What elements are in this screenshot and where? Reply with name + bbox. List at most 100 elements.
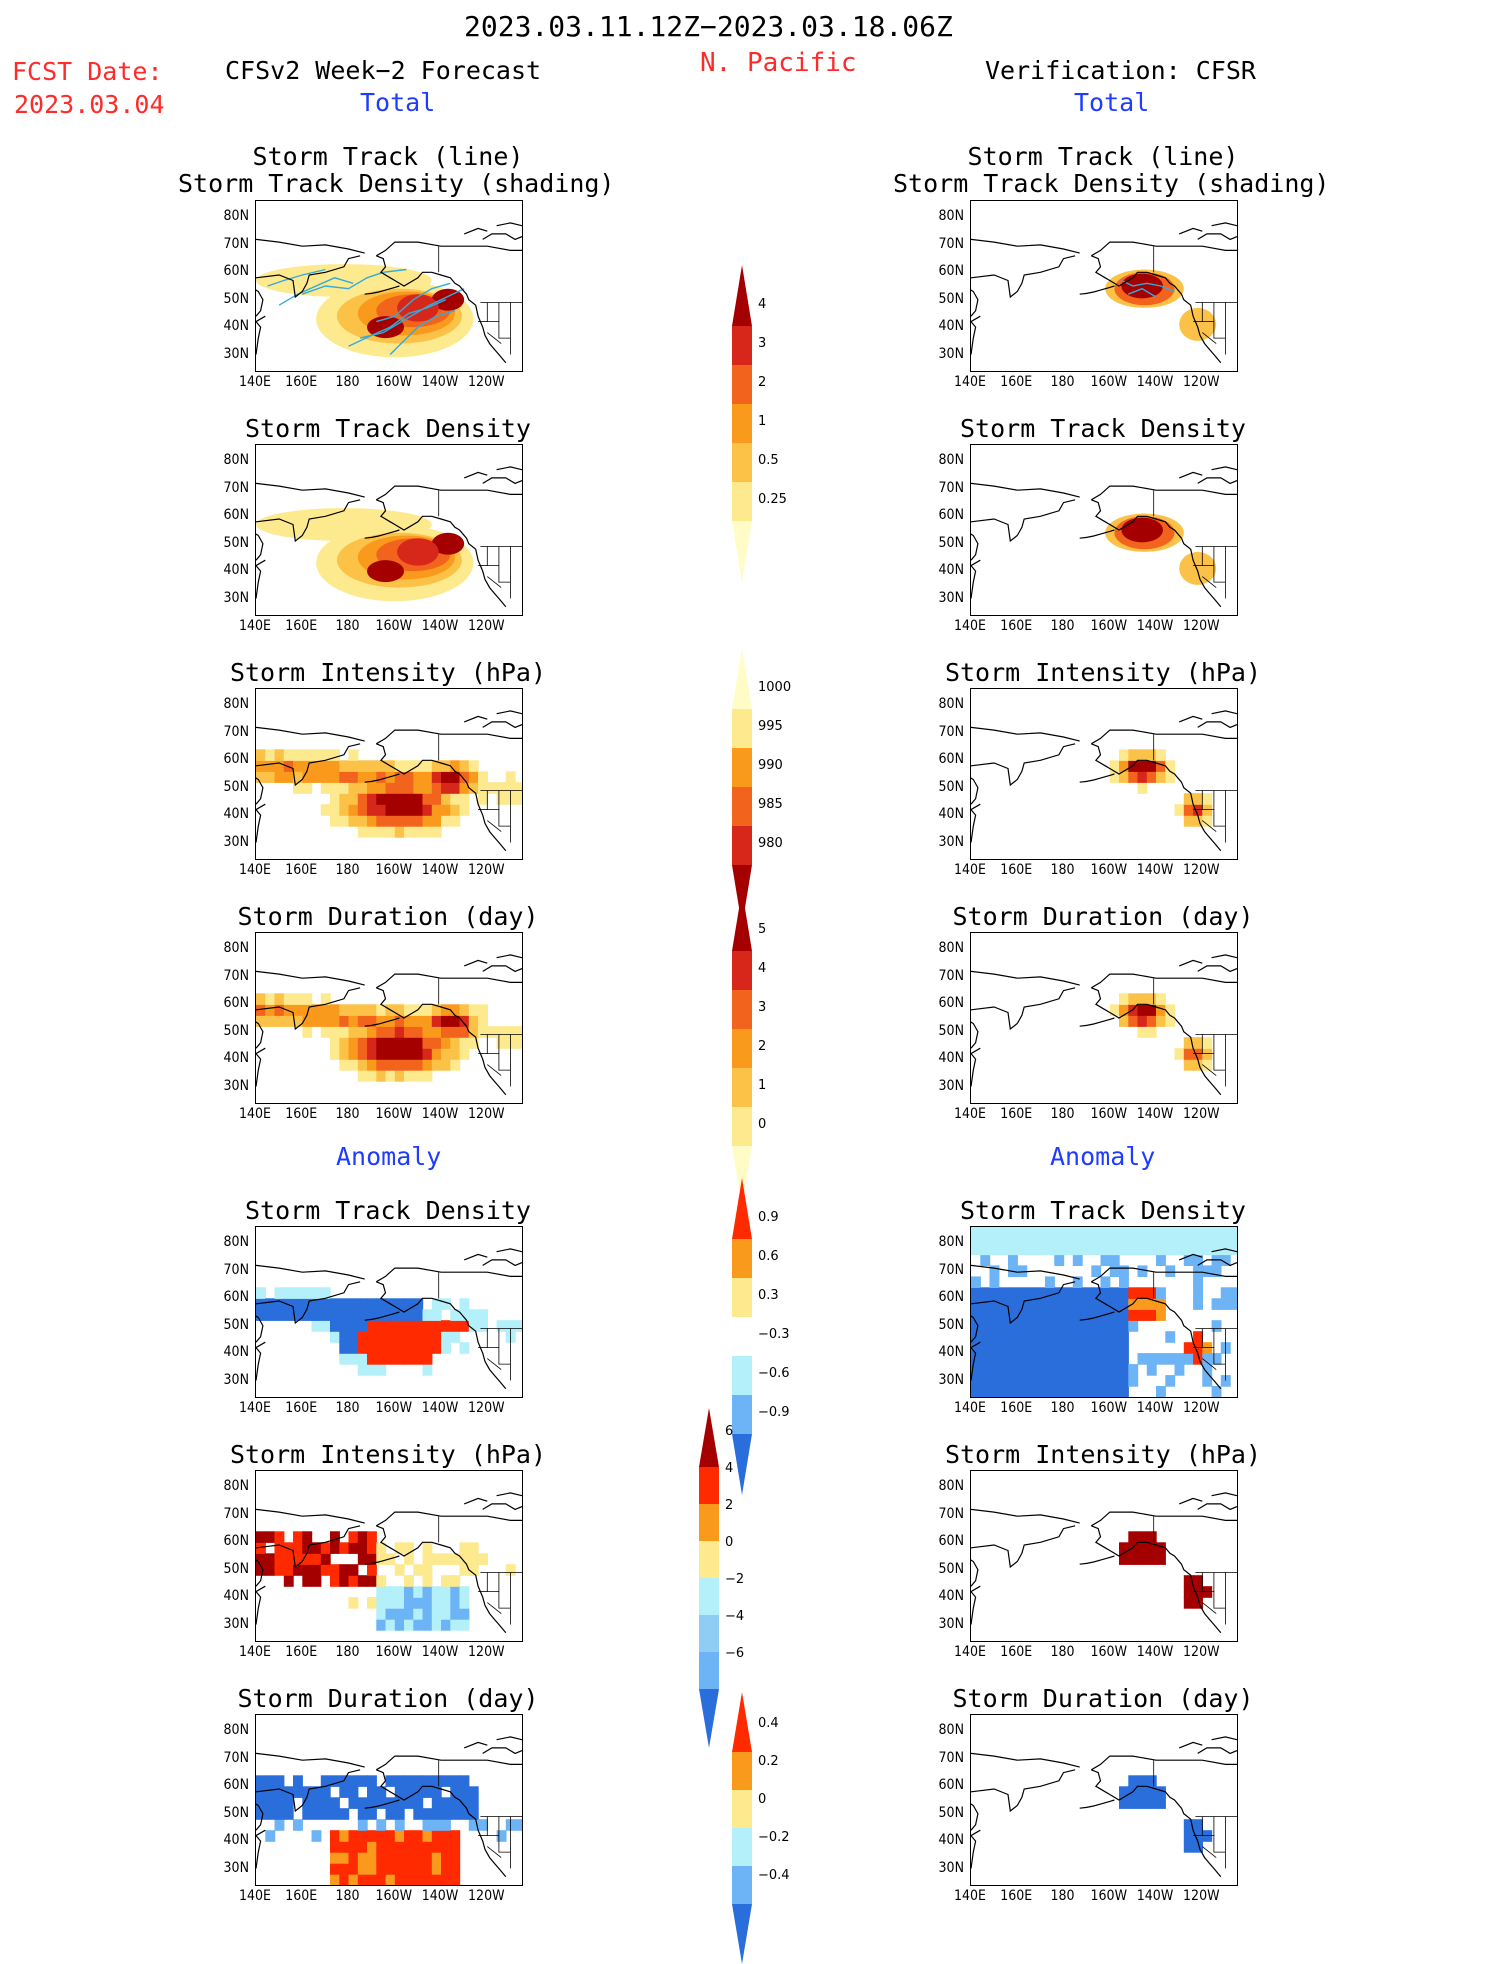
grid-cell [422,1059,433,1071]
grid-cell [404,1048,414,1060]
grid-cell [376,1331,387,1343]
grid-cell [1109,1287,1120,1299]
grid-cell [1109,760,1120,772]
panel-title: Storm Duration (day) [952,902,1254,931]
lon-tick-label: 160W [1090,618,1128,634]
grid-cell [1193,793,1203,805]
grid-cell [339,1353,350,1365]
grid-cell [1220,1227,1231,1234]
grid-cell [450,1619,461,1631]
grid-cell [385,1619,396,1631]
grid-cell [1128,1553,1139,1565]
panel-title: Storm Track Density [245,414,531,443]
grid-cell [505,782,516,794]
grid-cell [348,1037,359,1049]
grid-cell [450,771,461,783]
border [487,1602,502,1614]
coastline [376,1769,507,1878]
grid-cell [283,1575,294,1587]
grid-cell [431,1841,442,1853]
grid-cell [468,1309,479,1321]
lat-tick-label: 80N [223,452,249,469]
grid-cell [1119,1243,1129,1256]
grid-cell [339,815,350,827]
coastline [364,1799,400,1809]
grid-cell [998,1331,1009,1343]
grid-cell [320,1797,331,1809]
grid-cell [330,749,340,761]
lon-tick-label: 160W [375,618,413,634]
grid-cell [989,1287,1000,1299]
grid-cell [256,749,266,761]
coastline [482,1747,522,1755]
grid-cell [339,1863,350,1875]
grid-cell [1109,1232,1120,1245]
grid-cell [376,1364,387,1376]
coastline [482,721,522,729]
grid-cell [459,793,470,805]
grid-cell [348,1531,359,1543]
anomaly-density-colorbar [732,1178,752,1495]
grid-cell [339,1320,350,1332]
grid-cell [1137,782,1148,794]
border [486,302,511,339]
map-panel [255,1714,523,1886]
colorbar-label: −0.2 [758,1830,790,1845]
grid-cell [367,1852,377,1864]
grid-cell [1026,1364,1037,1376]
lat-tick-label: 80N [938,940,964,957]
grid-cell [431,1775,442,1787]
grid-cell [1072,1254,1083,1266]
grid-cell [265,1004,276,1016]
grid-cell [394,804,405,816]
grid-cell [348,1309,359,1321]
grid-cell [385,1841,396,1853]
grid-cell [1156,1004,1166,1016]
grid-cell [989,1331,1000,1343]
border [1202,1358,1217,1370]
coastline [256,726,365,742]
lon-tick-label: 120W [468,618,505,634]
lon-tick-label: 120W [1183,1644,1220,1660]
grid-cell [330,1037,340,1049]
grid-cell [256,1298,266,1310]
grid-cell [431,1852,442,1864]
grid-cell [320,1287,331,1299]
grid-cell [357,1841,368,1853]
grid-cell [1008,1331,1018,1343]
grid-cell [980,1320,991,1332]
coastline [1091,1281,1222,1390]
grid-cell [404,760,414,772]
lon-tick-label: 140E [239,862,271,878]
grid-cell [450,1797,461,1809]
grid-cell [283,1797,294,1809]
coastline [1178,715,1203,723]
grid-cell [1072,1375,1083,1387]
grid-cell [1128,1287,1139,1299]
grid-cell [265,1531,276,1543]
grid-cell [367,1015,377,1027]
grid-cell [971,1342,981,1354]
grid-cell [431,1786,442,1798]
grid-cell [357,1342,368,1354]
panel-title: Storm Track Density (shading) [893,169,1330,198]
grid-cell [980,1375,991,1387]
lon-tick-label: 160W [1090,1106,1128,1122]
colorbar-label: −4 [725,1609,745,1624]
grid-cell [450,1874,461,1885]
fcst-date-value: 2023.03.04 [14,90,165,119]
grid-cell [980,1287,991,1299]
grid-cell [330,1863,340,1875]
grid-cell [1082,1309,1092,1321]
coastline [375,485,522,501]
coastline [482,1503,522,1511]
grid-cell [1137,1298,1148,1310]
grid-cell [348,1797,359,1809]
grid-cell [1017,1364,1028,1376]
colorbar-label: −0.6 [758,1366,790,1381]
grid-cell [422,1320,433,1332]
grid-cell [404,1059,414,1071]
coastline [463,1741,488,1749]
coastline [256,499,361,561]
grid-cell [1156,1353,1166,1365]
